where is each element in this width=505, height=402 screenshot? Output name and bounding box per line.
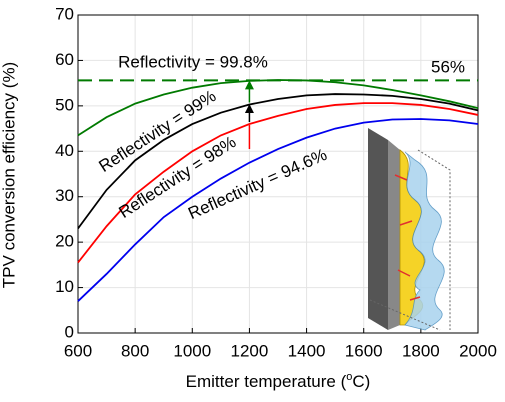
series-line — [77, 102, 479, 264]
y-tick-label: 30 — [55, 186, 74, 205]
device-illustration — [368, 128, 451, 331]
plot-frame — [77, 14, 479, 334]
y-tick-label: 0 — [65, 322, 74, 341]
y-tick-label: 50 — [55, 95, 74, 114]
x-axis-label-sup: o — [346, 371, 352, 383]
y-tick-label: 70 — [55, 4, 74, 23]
x-tick-label: 2000 — [459, 341, 497, 360]
y-tick-label: 20 — [55, 232, 74, 251]
y-tick-label: 60 — [55, 50, 74, 69]
reference-label: 56% — [431, 57, 465, 76]
series-line — [77, 93, 479, 230]
x-tick-label: 1800 — [402, 341, 440, 360]
y-tick-label: 40 — [55, 141, 74, 160]
x-axis-label-part: C) — [352, 372, 370, 391]
x-axis-label-part: Emitter temperature ( — [186, 372, 347, 391]
x-tick-label: 1600 — [345, 341, 383, 360]
x-axis-label: Emitter temperature (oC) — [186, 371, 371, 392]
series-annotation: Reflectivity = 99.8% — [118, 52, 268, 71]
y-axis-label: TPV conversion efficiency (%) — [0, 62, 18, 288]
series-line — [77, 118, 479, 302]
x-tick-label: 800 — [121, 341, 149, 360]
x-tick-label: 1000 — [173, 341, 211, 360]
x-tick-label: 600 — [64, 341, 92, 360]
series-line — [77, 79, 479, 137]
x-tick-label: 1200 — [231, 341, 269, 360]
x-tick-label: 1400 — [288, 341, 326, 360]
y-tick-label: 10 — [55, 277, 74, 296]
